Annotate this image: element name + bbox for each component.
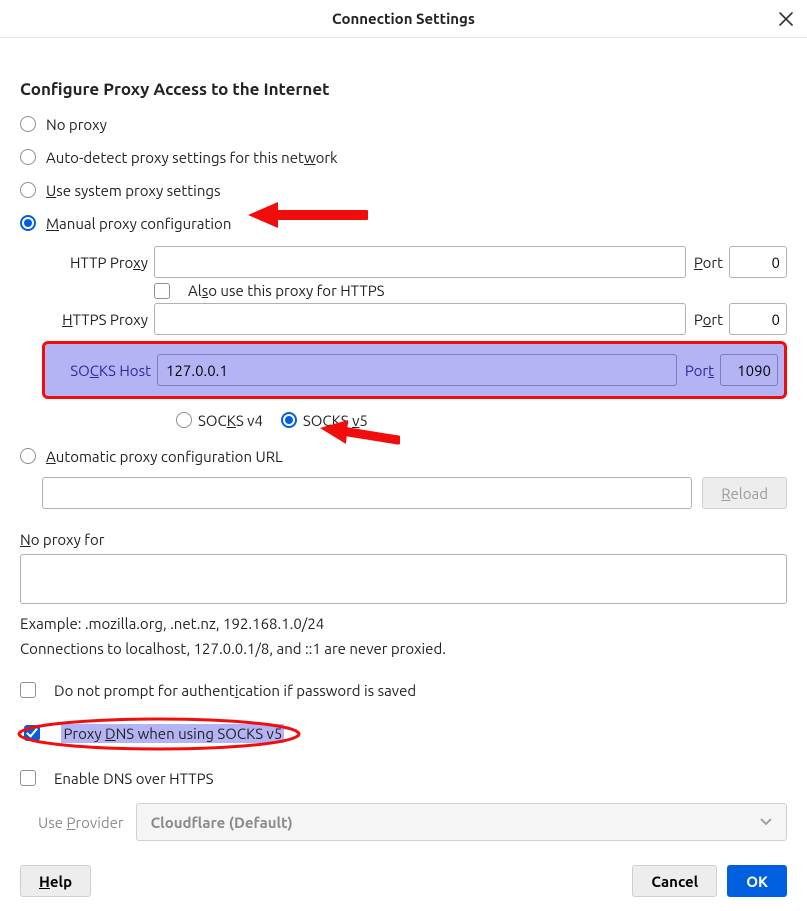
https-proxy-row: HTTPS Proxy Port	[42, 303, 787, 335]
radio-label: SOCKS v5	[303, 412, 368, 429]
check-label: Proxy DNS when using SOCKS v5	[61, 724, 284, 743]
radio-label: Automatic proxy configuration URL	[46, 448, 283, 465]
radio-icon	[176, 412, 192, 428]
no-proxy-for-label: No proxy for	[20, 531, 787, 548]
socks-host-input[interactable]	[157, 354, 677, 386]
socks-version-row: SOCKS v4 SOCKS v5	[176, 405, 787, 435]
radio-icon	[281, 412, 297, 428]
checkbox-icon	[154, 283, 170, 299]
ok-button[interactable]: OK	[727, 865, 787, 897]
checkbox-icon	[24, 725, 40, 741]
radio-socks-v4[interactable]: SOCKS v4	[176, 405, 263, 435]
window-title: Connection Settings	[332, 10, 475, 27]
radio-use-system[interactable]: Use system proxy settings	[20, 175, 787, 205]
provider-select[interactable]: Cloudflare (Default)	[136, 803, 787, 841]
radio-icon	[20, 215, 36, 231]
no-proxy-for-input[interactable]	[20, 554, 787, 604]
http-proxy-label: HTTP Proxy	[42, 254, 154, 271]
radio-icon	[20, 182, 36, 198]
localhost-note: Connections to localhost, 127.0.0.1/8, a…	[20, 640, 787, 657]
radio-no-proxy[interactable]: No proxy	[20, 109, 787, 139]
manual-proxy-grid: HTTP Proxy Port Also use this proxy for …	[42, 246, 787, 435]
https-port-input[interactable]	[729, 303, 787, 335]
radio-socks-v5[interactable]: SOCKS v5	[281, 405, 368, 435]
radio-icon	[20, 116, 36, 132]
radio-label: Manual proxy configuration	[46, 215, 231, 232]
dialog-footer: Help Cancel OK	[20, 865, 787, 911]
chevron-down-icon	[760, 818, 772, 826]
radio-auto-detect[interactable]: Auto-detect proxy settings for this netw…	[20, 142, 787, 172]
also-https-row[interactable]: Also use this proxy for HTTPS	[154, 282, 787, 299]
provider-label: Use Provider	[38, 814, 124, 831]
also-https-label: Also use this proxy for HTTPS	[188, 282, 385, 299]
check-dns-over-https[interactable]: Enable DNS over HTTPS	[20, 763, 787, 793]
check-no-prompt-auth[interactable]: Do not prompt for authentication if pass…	[20, 675, 787, 705]
radio-manual[interactable]: Manual proxy configuration	[20, 208, 787, 238]
http-port-input[interactable]	[729, 246, 787, 278]
pac-url-input[interactable]	[42, 477, 692, 509]
socks-highlight-box: SOCKS Host Port	[42, 341, 787, 399]
radio-label: Use system proxy settings	[46, 182, 221, 199]
help-button[interactable]: Help	[20, 865, 91, 897]
radio-icon	[20, 448, 36, 464]
socks-host-label: SOCKS Host	[45, 362, 157, 379]
titlebar: Connection Settings	[0, 0, 807, 38]
example-text: Example: .mozilla.org, .net.nz, 192.168.…	[20, 615, 787, 632]
http-host-input[interactable]	[154, 246, 686, 278]
reload-button[interactable]: Reload	[702, 477, 787, 509]
https-port-label: Port	[694, 311, 723, 328]
checkbox-icon	[20, 682, 36, 698]
socks-port-label: Port	[685, 362, 714, 379]
socks-proxy-row: SOCKS Host Port	[45, 354, 778, 386]
check-proxy-dns[interactable]: Proxy DNS when using SOCKS v5	[20, 719, 787, 749]
checkbox-icon	[20, 770, 36, 786]
pac-url-row: Reload	[42, 477, 787, 509]
check-label: Do not prompt for authentication if pass…	[54, 682, 416, 699]
radio-icon	[20, 149, 36, 165]
dialog-content: Configure Proxy Access to the Internet N…	[0, 38, 807, 911]
socks-port-input[interactable]	[720, 354, 778, 386]
cancel-button[interactable]: Cancel	[632, 865, 717, 897]
https-host-input[interactable]	[154, 303, 686, 335]
radio-auto-config-url[interactable]: Automatic proxy configuration URL	[20, 441, 787, 471]
dns-provider-row: Use Provider Cloudflare (Default)	[38, 803, 787, 841]
http-port-label: Port	[694, 254, 723, 271]
radio-label: No proxy	[46, 116, 107, 133]
section-title: Configure Proxy Access to the Internet	[20, 80, 787, 99]
http-proxy-row: HTTP Proxy Port	[42, 246, 787, 278]
provider-selected: Cloudflare (Default)	[151, 814, 293, 831]
radio-label: Auto-detect proxy settings for this netw…	[46, 149, 338, 166]
close-icon[interactable]	[779, 12, 793, 26]
check-label: Enable DNS over HTTPS	[54, 770, 213, 787]
https-proxy-label: HTTPS Proxy	[42, 311, 154, 328]
radio-label: SOCKS v4	[198, 412, 263, 429]
